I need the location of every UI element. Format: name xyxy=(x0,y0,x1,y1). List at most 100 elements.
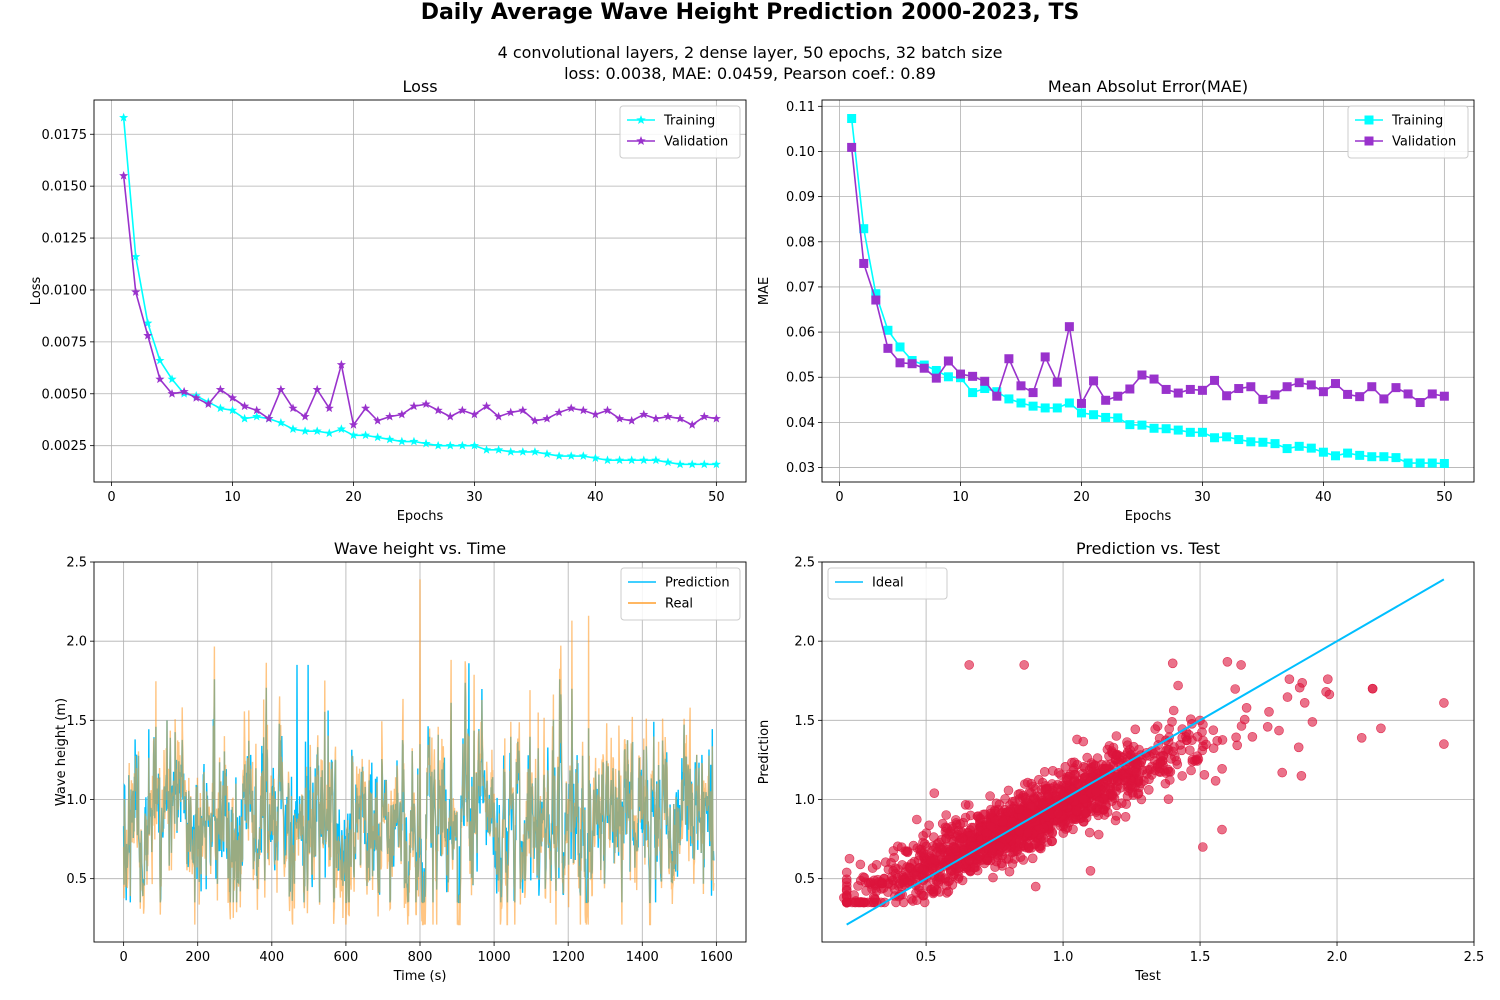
data-point xyxy=(530,415,540,425)
data-point xyxy=(1101,760,1111,770)
data-point xyxy=(1246,382,1256,392)
data-point xyxy=(943,356,953,366)
data-point xyxy=(1118,769,1128,780)
data-point xyxy=(1047,836,1057,847)
plot-area xyxy=(122,579,715,926)
data-point xyxy=(1239,714,1250,725)
subplot-4: 0.5 1.0 1.5 2.0 2.5 0.5 1.0 1.5 2.0 2.5 Prediction… xyxy=(757,539,1484,984)
data-point xyxy=(859,872,870,883)
legend: Ideal xyxy=(827,567,948,600)
data-point xyxy=(433,405,443,415)
data-point xyxy=(131,251,141,261)
data-point xyxy=(930,855,941,865)
data-point xyxy=(167,388,177,398)
data-point xyxy=(883,343,893,353)
data-point xyxy=(943,876,953,887)
subplot-title: Loss xyxy=(402,77,437,96)
data-point xyxy=(300,426,310,436)
subplot-2: 0 10 20 30 40 50 0.03 0.04 0.05 0.06 0.07 0.08 0.09 0… xyxy=(757,77,1475,524)
data-point xyxy=(1113,391,1123,401)
x-tick-label: 200 xyxy=(185,950,210,965)
data-point xyxy=(530,447,540,456)
data-point xyxy=(1052,783,1063,794)
legend-marker xyxy=(1364,136,1374,146)
legend-marker xyxy=(636,136,646,146)
data-point xyxy=(1163,794,1174,805)
legend-label: Ideal xyxy=(872,576,904,591)
data-point xyxy=(988,872,998,883)
series-validation xyxy=(847,142,1449,408)
data-point xyxy=(1296,770,1307,781)
x-tick-label: 2.0 xyxy=(1327,950,1348,965)
data-point xyxy=(1064,398,1074,408)
data-point xyxy=(943,886,954,897)
data-point xyxy=(1039,822,1049,833)
y-tick-label: 1.0 xyxy=(794,793,815,808)
data-point xyxy=(1173,680,1183,691)
data-point xyxy=(1108,791,1118,801)
data-point xyxy=(324,428,334,438)
data-point xyxy=(1091,786,1101,797)
data-point xyxy=(1270,439,1280,449)
data-point xyxy=(397,409,407,419)
data-point xyxy=(1282,444,1292,454)
data-point xyxy=(1199,769,1210,780)
y-tick-label: 0.0025 xyxy=(42,439,88,454)
data-point xyxy=(312,384,322,394)
data-point xyxy=(361,403,371,413)
data-point xyxy=(1076,398,1086,408)
data-point xyxy=(373,432,383,442)
scatter-points xyxy=(839,656,1449,908)
data-point xyxy=(1016,398,1026,408)
data-point xyxy=(1343,448,1353,458)
y-tick-label: 0.5 xyxy=(66,872,87,887)
data-point xyxy=(639,409,649,419)
x-axis-label: Time (s) xyxy=(393,969,447,984)
y-tick-label: 0.0150 xyxy=(42,180,88,195)
data-point xyxy=(1247,731,1258,742)
data-point xyxy=(1158,760,1168,770)
data-point xyxy=(987,845,998,855)
data-point xyxy=(945,866,956,877)
subplot-title: Mean Absolut Error(MAE) xyxy=(1048,77,1248,96)
data-point xyxy=(1167,658,1178,669)
data-point xyxy=(1076,408,1086,418)
data-point xyxy=(1121,750,1132,760)
data-point xyxy=(1297,677,1307,688)
series-line xyxy=(850,118,1445,465)
data-point xyxy=(847,114,857,124)
data-point xyxy=(1246,437,1256,447)
data-point xyxy=(1149,374,1159,384)
data-point xyxy=(1198,719,1208,730)
data-point xyxy=(1356,732,1367,743)
data-point xyxy=(1149,423,1159,433)
axes-frame xyxy=(93,99,747,483)
data-point xyxy=(996,858,1007,869)
data-point xyxy=(871,289,881,299)
data-point xyxy=(240,401,250,411)
x-tick-label: 50 xyxy=(708,490,725,505)
data-point xyxy=(711,413,721,423)
data-point xyxy=(409,401,419,411)
y-tick-label: 0.0050 xyxy=(42,387,88,402)
x-tick-label: 800 xyxy=(408,950,433,965)
data-point xyxy=(155,355,165,365)
x-tick-label: 30 xyxy=(466,490,483,505)
x-tick-label: 20 xyxy=(1073,490,1090,505)
data-point xyxy=(276,418,286,427)
data-point xyxy=(919,363,929,373)
data-point xyxy=(1230,684,1240,694)
legend-box xyxy=(620,567,741,621)
x-tick-label: 20 xyxy=(345,490,362,505)
data-point xyxy=(911,871,922,881)
data-point xyxy=(385,434,395,444)
data-point xyxy=(1277,767,1287,778)
data-point xyxy=(894,878,905,889)
series-line xyxy=(122,117,717,466)
data-point xyxy=(1027,853,1038,864)
data-point xyxy=(854,897,865,908)
data-point xyxy=(1208,725,1219,736)
data-point xyxy=(227,405,238,415)
x-tick-label: 0 xyxy=(107,490,115,505)
data-point xyxy=(902,877,913,887)
